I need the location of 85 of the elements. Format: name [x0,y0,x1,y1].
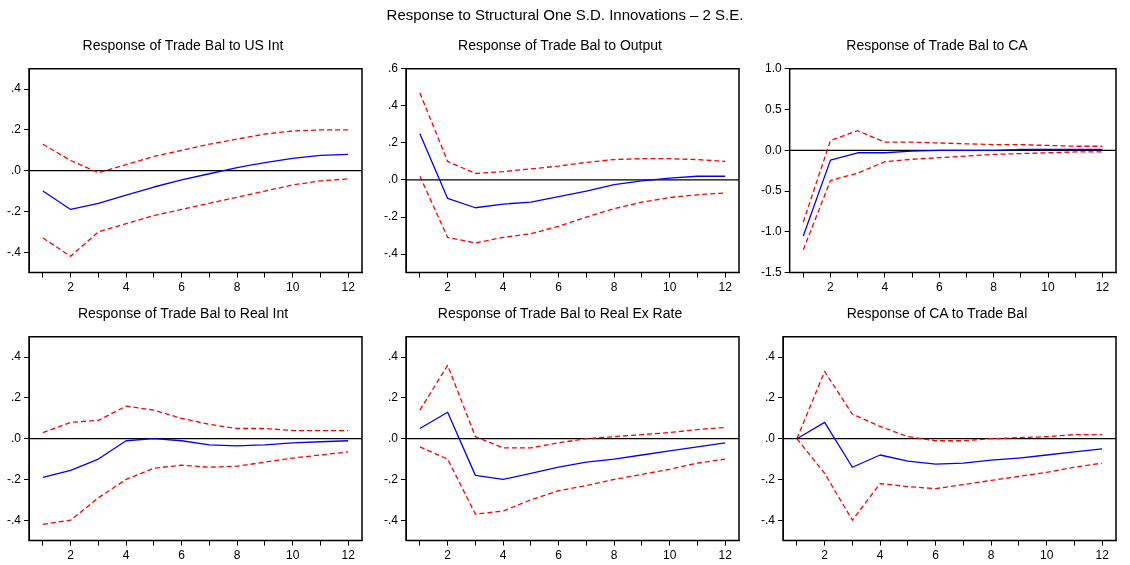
x-tick-label: 2 [827,280,835,295]
line-series [802,151,1104,251]
x-tick-label: 12 [341,548,356,563]
x-tick-label: 12 [718,280,733,295]
line-series [419,364,726,449]
line-series [802,130,1104,223]
y-tick-label: .0 [387,431,399,446]
text: Response to Structural One S.D. Innovations – 2 S.E. [385,6,745,23]
y-tick-label: .2 [387,135,399,150]
y-tick-label: .0 [10,431,22,446]
x-tick-label: 6 [178,280,186,295]
x-tick-label: 10 [1041,280,1056,295]
x-tick-label: 2 [444,548,452,563]
y-tick-label: -.2 [6,203,22,218]
x-tick-label: 2 [821,548,829,563]
x-tick-label: 4 [876,548,884,563]
y-tick-label: .4 [387,349,399,364]
x-tick-label: 8 [610,280,618,295]
x-tick-label: 12 [341,280,356,295]
x-tick-label: 8 [987,548,995,563]
chart-title: Response of Trade Bal to US Int [82,37,284,54]
chart-title: Response of CA to Trade Bal [846,305,1028,322]
line-series [419,175,726,244]
x-tick-label: 10 [662,280,677,295]
y-tick-label: -.2 [6,471,22,486]
y-tick-label: .4 [10,349,22,364]
y-tick-label: 0.5 [764,101,782,116]
chart-title: Response of Trade Bal to Output [458,37,663,54]
x-tick-label: 10 [662,548,677,563]
x-tick-label: 4 [122,280,130,295]
chart-title: Response of Trade Bal to CA [846,37,1029,54]
y-tick-label: -1.0 [760,224,782,239]
y-tick-label: -.4 [383,246,399,261]
line-series [42,129,349,174]
x-tick-label: 4 [499,280,507,295]
line-series [419,92,726,175]
x-tick-label: 2 [67,280,75,295]
x-tick-label: 2 [444,280,452,295]
y-tick-label: .4 [764,349,776,364]
y-tick-label: .2 [10,390,22,405]
y-tick-label: -.2 [383,209,399,224]
x-tick-label: 6 [555,280,563,295]
x-tick-label: 8 [233,280,241,295]
y-tick-label: .2 [10,122,22,137]
y-tick-label: -.4 [383,512,399,527]
y-tick-label: .2 [764,390,776,405]
y-tick-label: .0 [764,431,776,446]
x-tick-label: 8 [233,548,241,563]
x-tick-label: 4 [122,548,130,563]
y-tick-label: .0 [10,163,22,178]
chart-title: Response of Trade Bal to Real Int [77,305,289,322]
y-tick-label: -.4 [760,512,776,527]
x-tick-label: 12 [718,548,733,563]
x-tick-label: 2 [67,548,75,563]
y-tick-label: .4 [387,98,399,113]
x-tick-label: 12 [1095,548,1110,563]
line-series [42,405,349,434]
x-tick-label: 6 [178,548,186,563]
x-tick-label: 4 [881,280,889,295]
x-tick-label: 10 [1039,548,1054,563]
y-tick-label: .0 [387,172,399,187]
y-tick-label: -.4 [6,244,22,259]
x-tick-label: 10 [285,548,300,563]
x-tick-label: 6 [935,280,943,295]
line-series [42,451,349,525]
y-tick-label: -1.5 [760,264,782,279]
y-tick-label: .2 [387,390,399,405]
x-tick-label: 8 [990,280,998,295]
x-tick-label: 12 [1095,280,1110,295]
y-tick-label: -.2 [383,471,399,486]
y-tick-label: 0.0 [764,142,782,157]
chart-title: Response of Trade Bal to Real Ex Rate [437,305,683,322]
x-tick-label: 6 [932,548,940,563]
y-tick-label: 1.0 [764,61,782,76]
y-tick-label: -0.5 [760,183,782,198]
x-tick-label: 10 [285,280,300,295]
y-tick-label: .6 [387,61,399,76]
line-series [419,446,726,515]
y-tick-label: .4 [10,81,22,96]
x-tick-label: 4 [499,548,507,563]
x-tick-label: 6 [555,548,563,563]
x-tick-label: 8 [610,548,618,563]
y-tick-label: -.4 [6,512,22,527]
y-tick-label: -.2 [760,471,776,486]
line-series [42,178,349,257]
